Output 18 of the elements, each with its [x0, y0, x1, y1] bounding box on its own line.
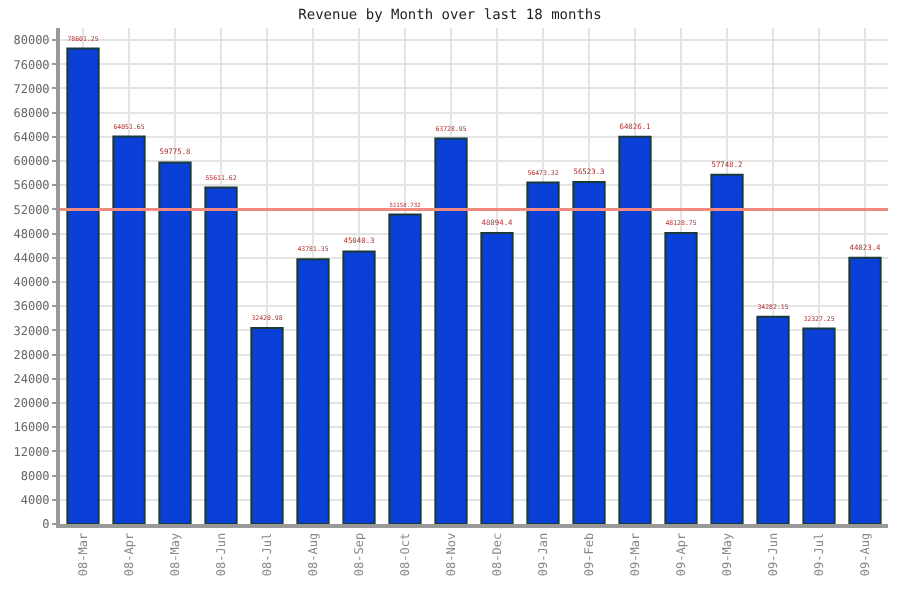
bar — [434, 137, 468, 524]
bar — [664, 231, 698, 524]
bar — [204, 186, 238, 524]
bar — [480, 232, 514, 524]
bar — [342, 250, 376, 524]
bar — [572, 181, 606, 524]
bar — [802, 327, 836, 524]
bar — [112, 135, 146, 524]
bar — [250, 326, 284, 524]
bar — [618, 135, 652, 524]
bar — [756, 315, 790, 524]
bar — [296, 258, 330, 524]
bar — [848, 256, 882, 524]
bar — [66, 47, 100, 524]
bar — [388, 213, 422, 524]
bar — [526, 181, 560, 524]
bar — [158, 161, 192, 524]
bar — [710, 173, 744, 524]
